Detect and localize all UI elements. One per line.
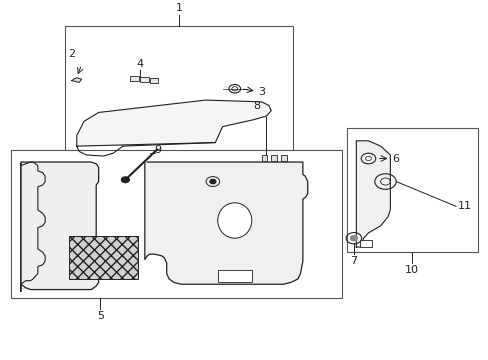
Bar	[281, 154, 286, 161]
Text: 3: 3	[258, 87, 264, 97]
Bar	[346, 129, 477, 252]
Text: 2: 2	[68, 49, 75, 59]
Circle shape	[209, 179, 215, 184]
Text: 7: 7	[349, 256, 357, 266]
Polygon shape	[21, 162, 45, 291]
Polygon shape	[144, 162, 307, 284]
Bar	[359, 240, 371, 247]
Bar	[64, 26, 292, 153]
Polygon shape	[356, 141, 389, 247]
Bar	[69, 237, 137, 279]
Circle shape	[121, 177, 129, 183]
Polygon shape	[77, 100, 271, 146]
Bar	[217, 270, 251, 283]
Polygon shape	[72, 78, 81, 82]
Circle shape	[350, 236, 357, 241]
Bar	[11, 150, 341, 298]
Polygon shape	[21, 162, 99, 289]
Text: 5: 5	[97, 311, 103, 321]
Text: 6: 6	[391, 154, 398, 164]
Bar	[261, 154, 267, 161]
Text: 11: 11	[457, 201, 470, 211]
Text: 8: 8	[253, 101, 260, 111]
Bar	[130, 76, 139, 81]
Text: 9: 9	[154, 145, 162, 156]
Text: 1: 1	[175, 3, 182, 13]
Text: 10: 10	[405, 265, 418, 275]
Ellipse shape	[217, 203, 251, 238]
Text: 4: 4	[136, 59, 143, 69]
Bar	[140, 77, 148, 82]
Bar	[149, 78, 158, 83]
Bar	[271, 154, 277, 161]
